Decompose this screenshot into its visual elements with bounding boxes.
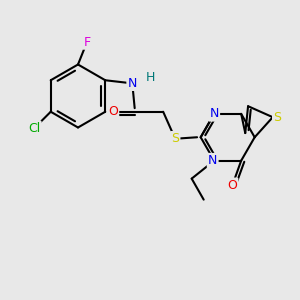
Text: N: N [208,154,218,167]
Text: F: F [83,35,91,49]
Text: S: S [171,132,179,145]
Text: O: O [108,105,118,118]
Text: S: S [273,111,281,124]
Text: N: N [128,77,137,90]
Text: N: N [209,107,219,120]
Text: O: O [227,179,237,192]
Text: H: H [146,71,156,84]
Text: Cl: Cl [28,122,40,135]
